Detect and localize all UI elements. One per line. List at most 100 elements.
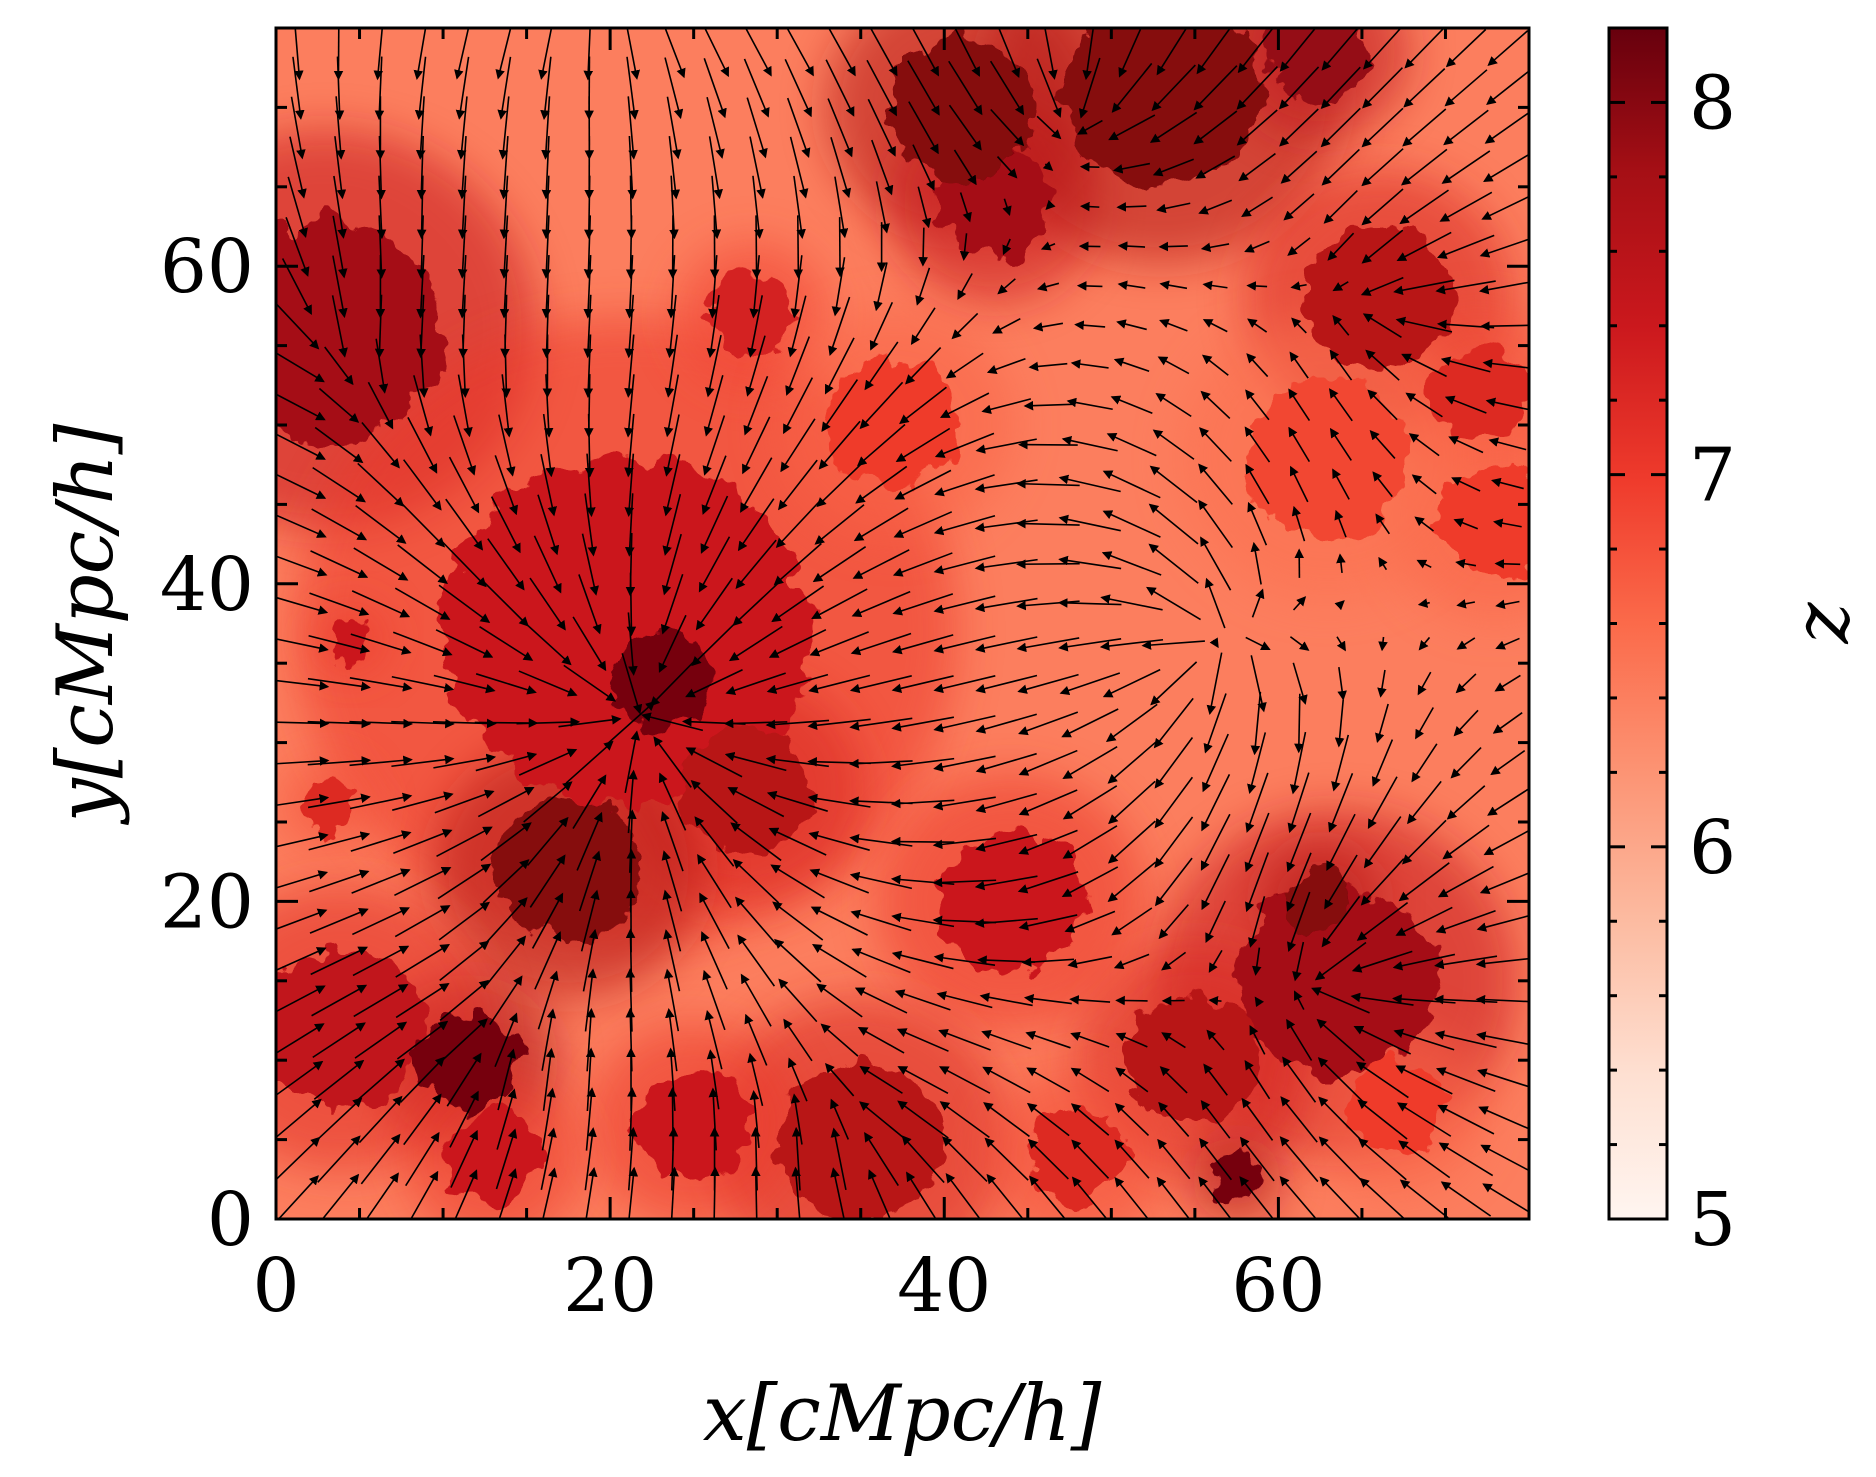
velocity-arrow <box>1450 746 1482 779</box>
velocity-arrow <box>866 59 897 117</box>
velocity-arrow <box>851 590 911 618</box>
velocity-arrow <box>1202 319 1228 333</box>
velocity-arrow <box>1198 463 1233 505</box>
velocity-arrow <box>1495 637 1520 650</box>
velocity-arrow <box>808 831 870 851</box>
velocity-arrow <box>1399 1179 1449 1219</box>
velocity-arrow <box>1111 62 1153 113</box>
velocity-arrow <box>397 544 448 584</box>
velocity-arrow <box>938 1066 991 1094</box>
velocity-arrow <box>1002 198 1012 217</box>
velocity-arrow <box>974 519 1038 533</box>
velocity-arrow <box>749 255 760 319</box>
velocity-arrow <box>783 377 814 435</box>
velocity-arrow <box>1203 693 1227 754</box>
velocity-arrow <box>582 928 599 992</box>
velocity-arrow <box>413 375 434 437</box>
velocity-arrow <box>1332 281 1349 292</box>
velocity-arrow <box>1485 397 1529 411</box>
velocity-arrow <box>1146 586 1201 621</box>
velocity-arrow <box>1286 812 1312 873</box>
velocity-arrow <box>661 533 682 596</box>
velocity-arrow <box>1066 397 1113 411</box>
velocity-arrow <box>827 28 856 77</box>
velocity-arrow <box>1286 1018 1313 1061</box>
velocity-arrow <box>276 1098 322 1139</box>
velocity-arrow <box>1282 1056 1317 1103</box>
velocity-arrow <box>765 754 829 768</box>
velocity-arrow <box>580 889 600 952</box>
velocity-arrow <box>1195 155 1236 179</box>
velocity-arrow <box>1246 353 1269 378</box>
velocity-arrow <box>747 295 764 358</box>
x-tick-label: 60 <box>1231 1243 1325 1329</box>
velocity-arrow <box>1198 199 1233 215</box>
ionized-region <box>493 798 644 942</box>
velocity-arrow <box>897 1100 949 1139</box>
velocity-arrow <box>1151 64 1196 112</box>
velocity-arrow <box>276 985 326 1013</box>
velocity-arrow <box>1479 238 1529 258</box>
velocity-arrow <box>933 595 996 614</box>
velocity-arrow <box>353 547 409 581</box>
velocity-arrow <box>869 28 898 77</box>
velocity-arrow <box>849 834 913 847</box>
velocity-arrow <box>749 136 766 199</box>
velocity-arrow <box>1403 68 1446 108</box>
velocity-arrow <box>780 418 816 473</box>
velocity-arrow <box>1482 358 1529 369</box>
velocity-arrow <box>891 716 955 732</box>
velocity-arrow <box>626 56 639 120</box>
velocity-arrow <box>1244 812 1270 873</box>
velocity-arrow <box>932 915 997 926</box>
velocity-arrow <box>791 1166 801 1219</box>
velocity-arrow <box>542 1167 558 1219</box>
velocity-arrow <box>830 1127 847 1191</box>
velocity-arrow <box>1161 951 1187 971</box>
colorbar-gradient <box>1607 26 1669 1221</box>
velocity-arrow <box>1238 152 1276 182</box>
velocity-arrow <box>360 1133 401 1185</box>
velocity-arrow <box>1288 426 1311 463</box>
velocity-arrow <box>1434 955 1498 970</box>
velocity-arrow <box>732 859 780 904</box>
velocity-arrow <box>624 374 635 438</box>
velocity-arrow <box>666 1047 676 1112</box>
velocity-arrow <box>1064 910 1116 933</box>
velocity-arrow <box>1114 1176 1150 1219</box>
velocity-arrow <box>1398 862 1450 902</box>
velocity-arrow <box>1451 477 1481 492</box>
velocity-arrow <box>1157 356 1190 375</box>
velocity-arrow <box>1483 153 1529 183</box>
velocity-arrow <box>537 494 560 556</box>
velocity-arrow <box>974 875 1038 891</box>
velocity-arrow <box>413 28 427 80</box>
velocity-arrow <box>849 717 913 731</box>
velocity-arrow <box>1237 28 1275 74</box>
velocity-arrow <box>495 1128 518 1190</box>
velocity-arrow <box>1061 866 1119 897</box>
velocity-arrow <box>1334 509 1347 538</box>
velocity-arrow <box>416 215 427 279</box>
velocity-arrow <box>1490 749 1526 776</box>
y-axis-ticks: 0 20 40 60 <box>160 26 1529 1263</box>
velocity-arrow <box>1116 202 1147 212</box>
velocity-arrow <box>324 346 354 386</box>
velocity-arrow <box>857 423 906 467</box>
velocity-arrow <box>1494 674 1521 692</box>
velocity-arrow <box>1032 322 1064 332</box>
velocity-arrow <box>485 935 527 986</box>
velocity-arrow <box>809 868 869 894</box>
velocity-arrow <box>694 816 735 867</box>
velocity-arrow <box>932 796 996 811</box>
velocity-arrow <box>584 1127 597 1191</box>
velocity-arrow <box>1446 785 1486 820</box>
velocity-arrow <box>624 730 641 794</box>
velocity-arrow <box>475 673 537 695</box>
velocity-arrow <box>1320 66 1361 110</box>
velocity-arrow <box>1455 673 1477 694</box>
velocity-arrow <box>859 1101 904 1138</box>
colorbar-tick-label: 5 <box>1689 1177 1736 1263</box>
velocity-arrow <box>583 215 594 279</box>
colorbar-tick-label: 7 <box>1689 433 1736 519</box>
